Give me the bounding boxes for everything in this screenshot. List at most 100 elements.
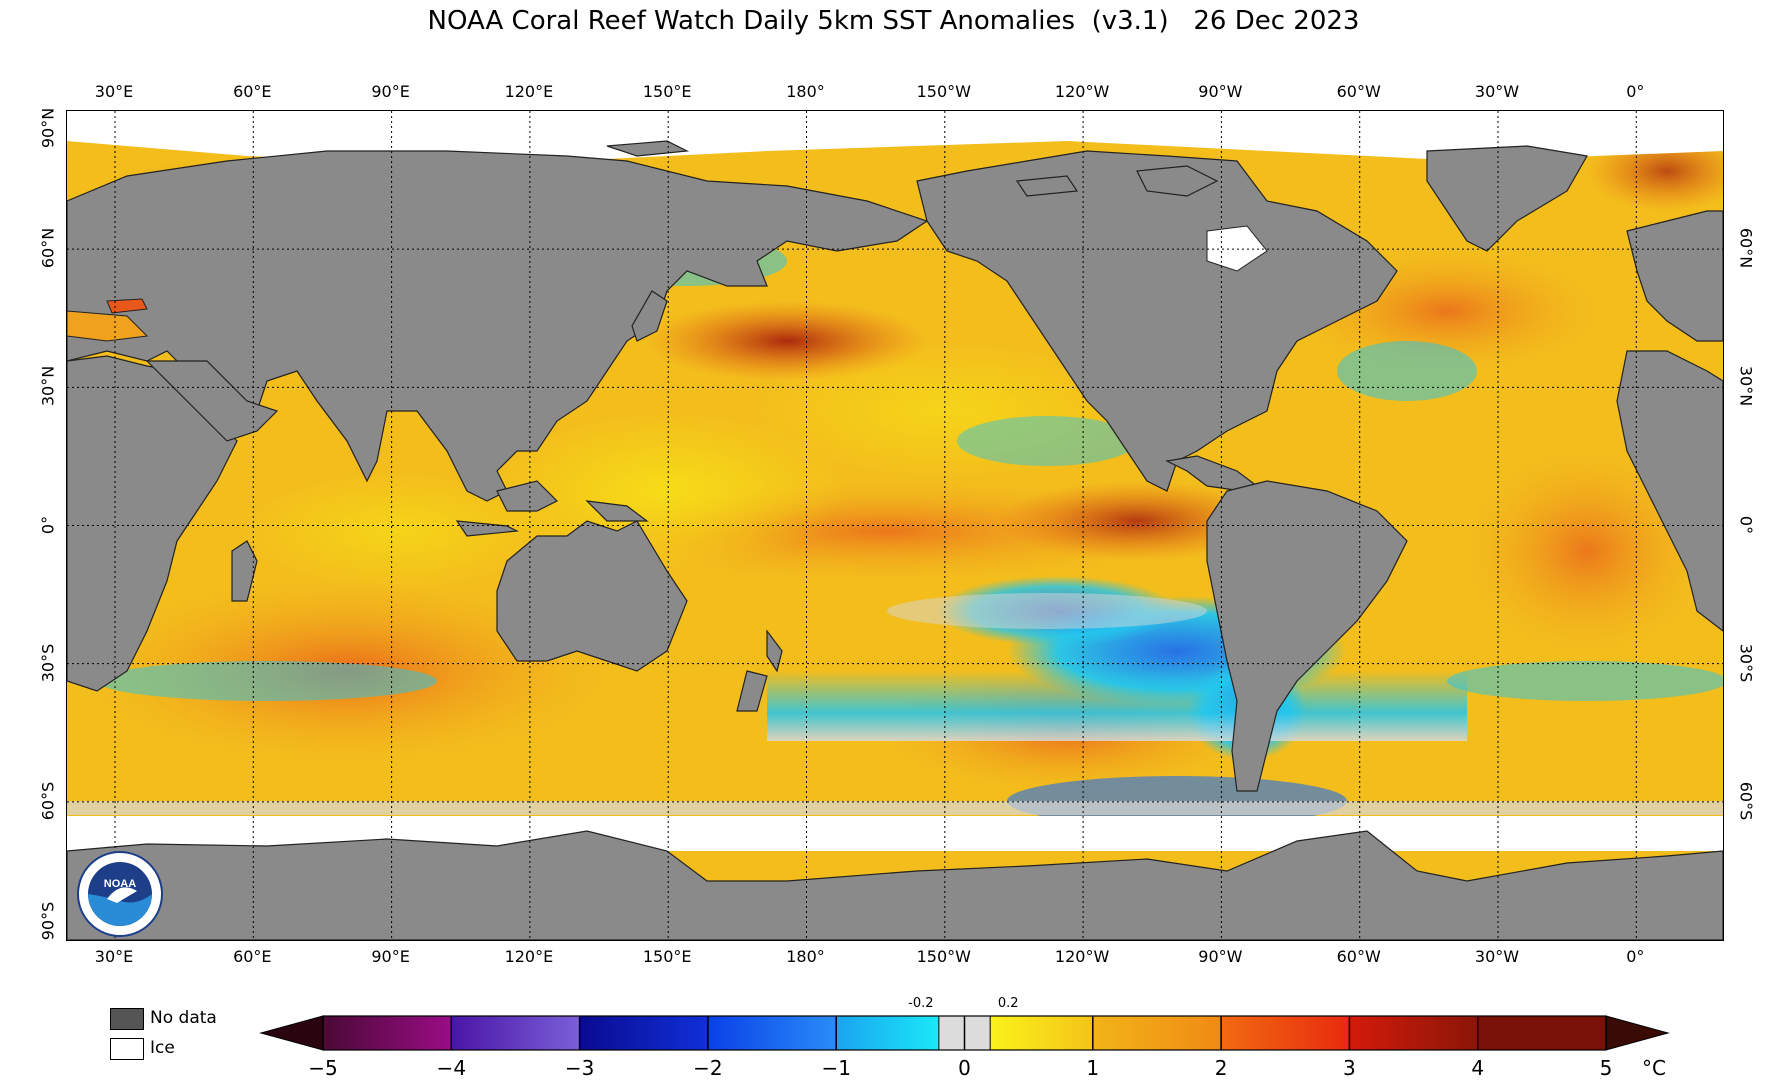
black-sea [106,298,148,314]
madagascar [231,540,258,602]
top-lon-label: 120°E [504,82,554,101]
left-lat-label: 60°N [38,227,58,269]
colorbar-segment [836,1016,939,1050]
map-canvas [67,111,1723,940]
colorbar-segment [579,1016,708,1050]
bottom-lon-label: 120°W [1054,947,1110,966]
bottom-lon-label: 60°W [1336,947,1381,966]
land-masses [67,140,1723,940]
ice-label: Ice [150,1038,175,1058]
left-lat-label: 90°S [38,901,58,941]
right-lat-label: 0° [1736,515,1756,534]
top-lon-label: 90°W [1198,82,1243,101]
bottom-lon-label: 0° [1626,947,1645,966]
top-lon-label: 90°E [371,82,410,101]
colorbar-tick-label: 4 [1471,1056,1485,1080]
colorbar-segment [990,1016,1093,1050]
colorbar-tick-label: −1 [821,1056,851,1080]
colorbar-small-label: -0.2 [908,996,934,1011]
top-lon-label: 30°W [1474,82,1520,101]
bottom-lon-label: 90°W [1198,947,1243,966]
colorbar-min-arrow [259,1015,324,1051]
sst-anomaly-map: NOAA [66,110,1724,941]
right-lat-label: 30°N [1736,366,1756,407]
colorbar-tick-label: −3 [564,1056,595,1080]
map-title: NOAA Coral Reef Watch Daily 5km SST Anom… [427,6,1360,36]
cool-region [1447,661,1723,701]
right-lat-label: 60°S [1736,781,1756,821]
cool-region [957,416,1137,466]
right-lat-label: 30°S [1736,643,1756,682]
antarctica [67,830,1723,940]
arabia [145,360,279,442]
colorbar [259,1015,1670,1051]
bottom-lon-label: 150°W [916,947,971,966]
ice-swatch [110,1038,144,1060]
colorbar-segment [1477,1016,1606,1050]
near-zero-region [887,593,1207,629]
south-america [1206,480,1408,792]
top-lon-label: 150°W [916,82,971,101]
graticule [67,111,1723,940]
left-lat-label: 90°N [38,107,58,149]
top-lon-label: 30°E [94,82,134,101]
colorbar-segment [707,1016,837,1050]
north-america [916,150,1398,492]
mediterranean [67,310,149,342]
colorbar-tick-label: 0 [958,1056,971,1080]
top-lon-label: 60°W [1336,82,1381,101]
top-lon-label: 150°E [642,82,692,101]
colorbar-small-label: 0.2 [997,996,1019,1011]
right-lat-label: 60°N [1736,227,1756,269]
no-data-swatch [110,1008,144,1030]
bottom-lon-label: 30°E [94,947,134,966]
left-lat-label: 30°S [38,643,58,682]
colorbar-tick-label: −2 [693,1056,723,1080]
bottom-lon-label: 120°E [504,947,554,966]
top-lon-label: 60°E [233,82,272,101]
cool-region [1337,341,1477,401]
cool-region [97,661,437,701]
colorbar-tick-label: 3 [1343,1056,1356,1080]
colorbar-tick-label: −5 [308,1056,338,1080]
noaa-logo: NOAA [77,851,163,940]
colorbar-tick-label: −4 [436,1056,467,1080]
colorbar-tick-label: 5 [1599,1056,1613,1080]
bottom-lon-label: 30°W [1474,947,1520,966]
japan [631,290,668,342]
greenland [1426,145,1588,252]
bottom-lon-label: 90°E [371,947,410,966]
ice-arctic [67,111,1723,161]
bottom-lon-label: 150°E [642,947,692,966]
left-lat-label: 0° [38,515,58,534]
top-lon-label: 120°W [1054,82,1110,101]
colorbar-segment [1092,1016,1222,1050]
colorbar-max-arrow [1605,1015,1670,1051]
noaa-seal-icon: NOAA [77,851,163,937]
colorbar-segments [259,1015,1670,1051]
colorbar-segment [1221,1016,1350,1050]
no-data-label: No data [150,1008,217,1028]
europe [1626,210,1723,342]
yellow-region [747,341,1147,481]
australia [496,520,688,672]
west-africa [1616,350,1723,632]
hudson-bay [1206,225,1268,272]
southern-ocean-band [767,671,1467,741]
bottom-lon-label: 60°E [233,947,272,966]
left-lat-label: 30°N [38,366,58,407]
new-zealand [736,629,783,712]
logo-text: NOAA [104,878,136,890]
colorbar-segment [451,1016,580,1050]
bottom-lon-label: 180° [786,947,825,966]
left-lat-label: 60°S [38,781,58,821]
colorbar-tick-label: 2 [1214,1056,1228,1080]
colorbar-unit: °C [1642,1056,1666,1080]
near-zero-band [67,801,1723,815]
top-lon-label: 0° [1626,82,1645,101]
colorbar-segment [323,1016,452,1050]
top-lon-label: 180° [786,82,825,101]
yellow-region [237,471,557,591]
colorbar-tick-label: 1 [1086,1056,1100,1080]
colorbar-segment [1349,1016,1478,1050]
